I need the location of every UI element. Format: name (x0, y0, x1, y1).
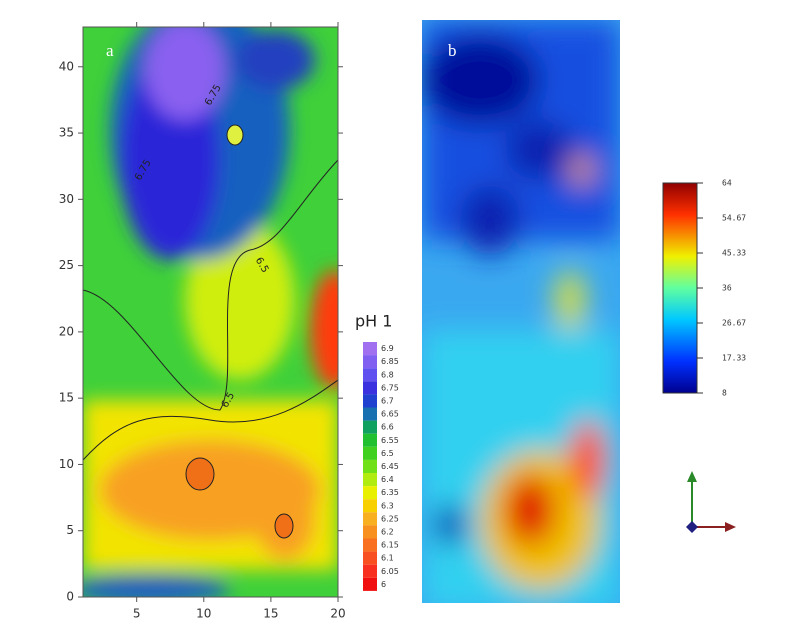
y-tick-label: 5 (66, 523, 74, 537)
heatmap (422, 20, 620, 603)
panel-label: b (448, 41, 457, 60)
x-tick-label: 20 (330, 607, 345, 621)
colorbar-swatch (363, 577, 377, 591)
colorbar-swatch (363, 538, 377, 552)
colorbar-label: 6.4 (381, 475, 394, 484)
colorbar (662, 182, 698, 394)
y-tick-label: 15 (59, 391, 74, 405)
colorbar-label: 6.5 (381, 449, 394, 458)
y-tick-label: 35 (59, 126, 74, 140)
colorbar-label: 6.6 (381, 423, 394, 432)
colorbar-label: 6.9 (381, 344, 394, 353)
colorbar-swatch (363, 420, 377, 434)
colorbar-label: 64 (722, 179, 732, 188)
colorbar-label: 6.65 (381, 410, 399, 419)
y-tick-label: 20 (59, 324, 74, 338)
colorbar-label: 6.35 (381, 488, 399, 497)
colorbar-swatch (363, 459, 377, 473)
colorbar-label: 6.05 (381, 567, 399, 576)
y-tick-label: 30 (59, 192, 74, 206)
colorbar-label: 6.15 (381, 541, 399, 550)
y-tick-label: 40 (59, 59, 74, 73)
colorbar-title: pH 1 (355, 312, 392, 331)
colorbar-swatch (363, 394, 377, 408)
colorbar-label: 6.1 (381, 554, 394, 563)
colorbar-label: 6.8 (381, 370, 394, 379)
colorbar-label: 6 (381, 580, 386, 589)
colorbar-swatch (363, 473, 377, 487)
colorbar-swatch (363, 381, 377, 395)
colorbar-swatch (363, 486, 377, 500)
colorbar-label: 6.7 (381, 396, 394, 405)
colorbar-swatch (363, 342, 377, 356)
colorbar-label: 45.33 (722, 249, 746, 258)
colorbar-label: 26.67 (722, 318, 746, 327)
colorbar-label: 8 (722, 389, 727, 398)
colorbar-swatch (363, 433, 377, 447)
contour-map (83, 27, 338, 597)
colorbar-label: 17.33 (722, 354, 746, 363)
colorbar-swatch (363, 368, 377, 382)
axis-triad (686, 471, 736, 533)
colorbar-swatch (363, 512, 377, 526)
colorbar-label: 6.55 (381, 436, 399, 445)
colorbar-swatch (363, 355, 377, 369)
colorbar-label: 6.2 (381, 527, 394, 536)
colorbar-swatch (363, 499, 377, 513)
y-tick-label: 0 (66, 590, 74, 604)
colorbar-label: 6.45 (381, 462, 399, 471)
y-tick-label: 10 (59, 457, 74, 471)
x-tick-label: 10 (196, 607, 211, 621)
plot-frame (82, 26, 339, 598)
y-tick-label: 25 (59, 258, 74, 272)
colorbar-label: 36 (722, 284, 732, 293)
colorbar-label: 6.25 (381, 514, 399, 523)
colorbar-swatch (363, 407, 377, 421)
colorbar-label: 6.85 (381, 357, 399, 366)
colorbar-label: 54.67 (722, 213, 746, 222)
colorbar-swatch (363, 525, 377, 539)
colorbar-swatch (363, 564, 377, 578)
colorbar-swatch (363, 446, 377, 460)
colorbar-label: 6.3 (381, 501, 394, 510)
colorbar-label: 6.75 (381, 383, 399, 392)
colorbar-swatch (363, 551, 377, 565)
panel-label: a (106, 41, 114, 60)
x-tick-label: 15 (263, 607, 278, 621)
x-tick-label: 5 (133, 607, 141, 621)
